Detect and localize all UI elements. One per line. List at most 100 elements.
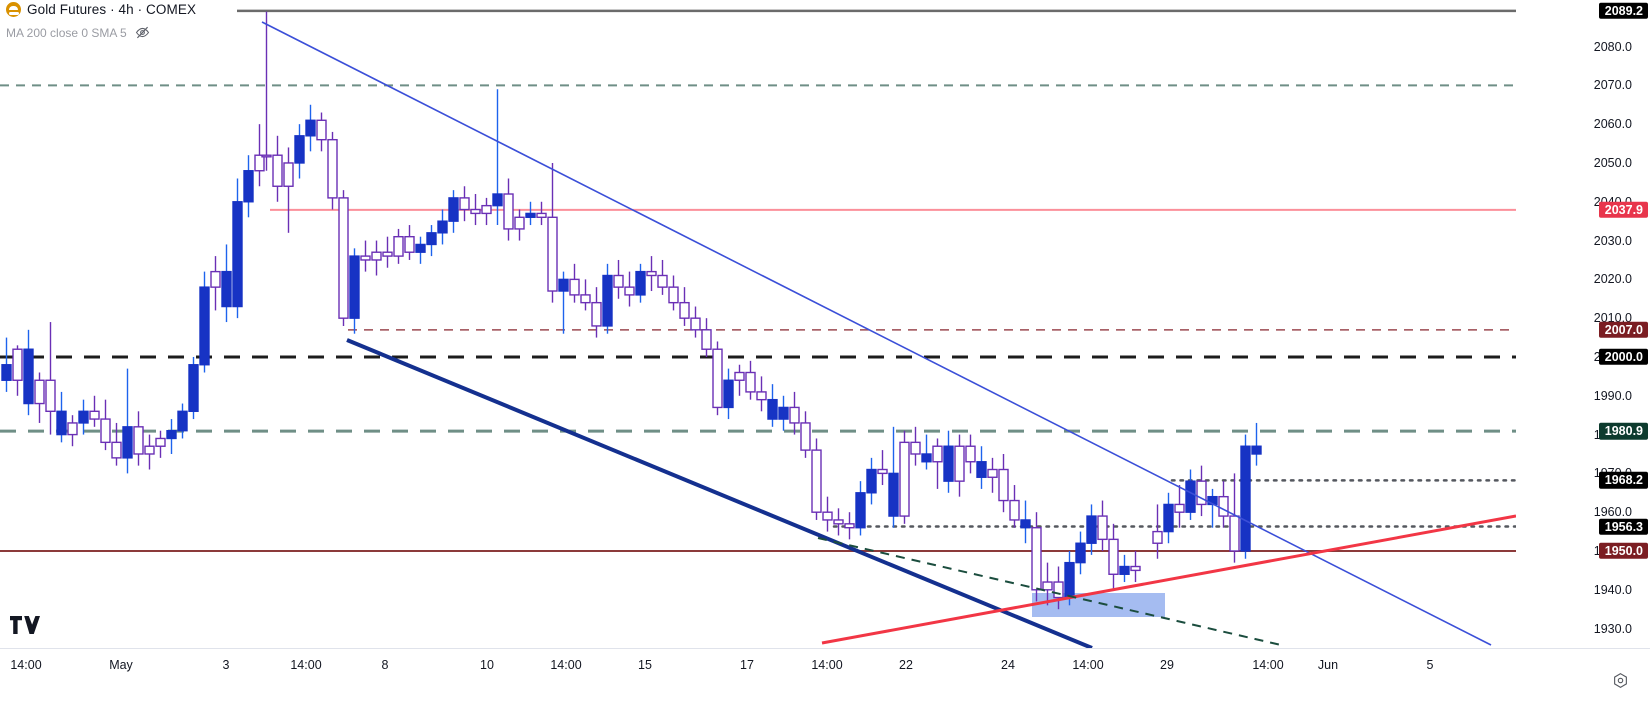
price-label-2000[interactable]: 2000.0 — [1598, 348, 1648, 366]
candlestick — [272, 135, 283, 202]
price-label-1956[interactable]: 1956.3 — [1598, 518, 1648, 535]
price-axis[interactable]: 2080.02070.02060.02050.02040.02030.02020… — [1516, 0, 1650, 648]
descending-support-thick[interactable] — [346, 338, 1093, 648]
candlestick — [1185, 469, 1196, 520]
candlestick — [199, 271, 210, 373]
candlestick — [635, 263, 646, 303]
candlestick — [1218, 481, 1229, 528]
candlestick — [624, 271, 635, 307]
time-tick: 14:00 — [290, 658, 322, 672]
candlestick — [1196, 465, 1207, 517]
price-tick: 2070.0 — [1593, 78, 1632, 93]
chart-canvas — [0, 9, 1516, 648]
price-label-2037[interactable]: 2037.9 — [1598, 201, 1648, 219]
symbol-row[interactable]: Gold Futures · 4h · COMEX — [6, 2, 196, 17]
settings-gear-icon[interactable] — [1612, 672, 1629, 689]
price-tick: 2060.0 — [1593, 117, 1632, 132]
time-tick: 14:00 — [1252, 658, 1284, 672]
candlestick — [166, 419, 177, 454]
candlestick — [360, 240, 371, 272]
candlestick — [833, 508, 844, 536]
candlestick — [789, 391, 800, 435]
candlestick — [503, 178, 514, 241]
candlestick — [602, 263, 613, 334]
demand-zone[interactable] — [1032, 593, 1165, 617]
candlestick — [756, 376, 767, 412]
candlestick — [569, 263, 580, 303]
candlestick — [1130, 550, 1141, 583]
candlestick — [547, 162, 558, 303]
candlestick — [822, 496, 833, 532]
tradingview-logo[interactable] — [10, 615, 40, 640]
ascending-support-red[interactable] — [821, 514, 1516, 645]
candlestick — [305, 104, 316, 152]
candlestick — [12, 345, 23, 396]
indicator-row[interactable]: MA 200 close 0 SMA 5 — [6, 25, 150, 40]
candlestick — [976, 446, 987, 489]
symbol-title: Gold Futures · 4h · COMEX — [27, 2, 197, 17]
time-tick: 14:00 — [811, 658, 843, 672]
candlestick — [100, 399, 111, 451]
candlestick — [679, 287, 690, 326]
candlestick — [1108, 523, 1119, 590]
candlestick — [844, 512, 855, 540]
descending-resistance[interactable] — [261, 21, 1492, 646]
candlestick — [1174, 485, 1185, 528]
candlestick — [910, 426, 921, 466]
time-tick: May — [109, 658, 133, 672]
time-tick: 14:00 — [1072, 658, 1104, 672]
time-axis[interactable]: 14:00 May 3 14:00 8 10 14:00 15 17 14:00 22 24 14:00… — [0, 648, 1650, 706]
price-label-2007[interactable]: 2007.0 — [1598, 321, 1648, 339]
candlestick — [800, 411, 811, 458]
price-label-1950[interactable]: 1950.0 — [1598, 542, 1648, 560]
time-tick: 22 — [899, 658, 913, 672]
candlestick — [932, 438, 943, 489]
candlestick — [1020, 500, 1031, 544]
candlestick — [188, 356, 199, 420]
price-label-2089[interactable]: 2089.2 — [1598, 2, 1648, 20]
time-tick: 3 — [222, 658, 230, 672]
time-tick: 29 — [1160, 658, 1174, 672]
candlestick — [1152, 504, 1163, 559]
candlestick — [1207, 488, 1218, 528]
price-label-1980[interactable]: 1980.9 — [1598, 422, 1648, 440]
candlestick — [866, 457, 877, 505]
candlestick — [1097, 500, 1108, 551]
candlestick — [745, 360, 756, 400]
candlestick — [254, 124, 265, 187]
candlestick — [1053, 566, 1064, 610]
time-tick: 17 — [740, 658, 754, 672]
candlestick — [448, 190, 459, 233]
candlestick — [778, 395, 789, 431]
eye-off-icon[interactable] — [135, 25, 150, 40]
price-tick: 1960.0 — [1593, 505, 1632, 520]
candlestick — [536, 201, 547, 226]
chart-plot-area[interactable] — [0, 0, 1516, 648]
time-tick: 14:00 — [550, 658, 582, 672]
candlestick — [558, 271, 569, 334]
candlestick — [45, 322, 56, 435]
candlestick — [811, 438, 822, 520]
candlestick — [89, 395, 100, 427]
candlestick — [111, 422, 122, 466]
candlestick — [921, 434, 932, 470]
candlestick — [23, 329, 34, 416]
candlestick — [133, 411, 144, 466]
candlestick — [998, 453, 1009, 513]
candlestick — [965, 434, 976, 474]
price-label-1968[interactable]: 1968.2 — [1598, 472, 1648, 489]
candlestick — [987, 457, 998, 493]
candlestick — [221, 244, 232, 323]
candlestick — [525, 201, 536, 226]
price-tick: 1940.0 — [1593, 582, 1632, 597]
indicator-label: MA 200 close 0 SMA 5 — [6, 25, 127, 40]
candlestick — [437, 209, 448, 245]
candlestick — [1031, 512, 1042, 602]
candlestick — [877, 450, 888, 486]
candlestick — [613, 259, 624, 299]
candlestick — [34, 372, 45, 423]
candlestick — [514, 209, 525, 241]
candlestick — [426, 225, 437, 257]
candlestick — [349, 248, 360, 334]
candlestick — [393, 228, 404, 264]
